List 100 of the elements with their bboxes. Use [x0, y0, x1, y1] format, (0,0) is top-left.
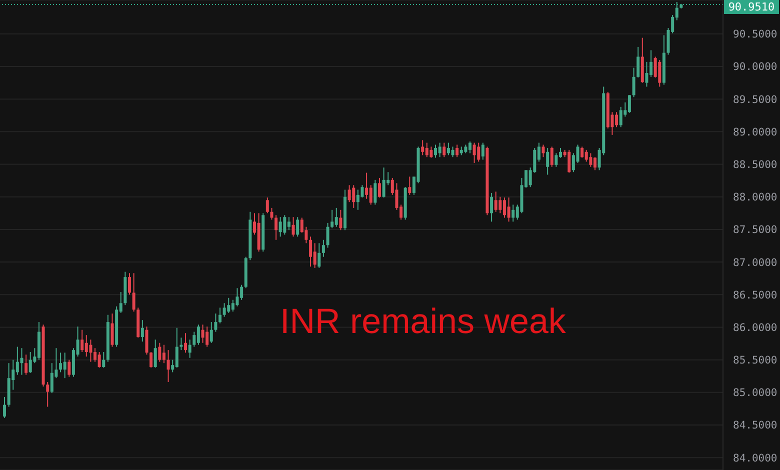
candlestick — [102, 352, 106, 368]
candlestick — [227, 297, 230, 314]
candlestick — [222, 302, 226, 318]
candlestick — [309, 236, 312, 268]
candlestick — [292, 216, 295, 238]
candlestick — [619, 106, 622, 128]
candlestick — [507, 197, 510, 222]
y-tick-label: 88.5000 — [733, 159, 778, 171]
y-tick-label: 89.0000 — [733, 126, 778, 138]
candlestick — [98, 352, 101, 368]
candlestick — [580, 146, 584, 158]
candlestick — [365, 172, 368, 200]
y-tick-label: 87.0000 — [733, 256, 778, 269]
y-tick-label: 90.0000 — [733, 61, 778, 74]
candlestick — [356, 189, 360, 210]
candlestick — [188, 339, 192, 358]
candlestick — [628, 94, 631, 114]
candlestick — [645, 61, 648, 88]
candlestick — [63, 352, 66, 379]
candlestick — [46, 381, 50, 408]
candlestick — [218, 307, 222, 324]
candlestick — [438, 142, 442, 158]
candlestick — [68, 359, 71, 378]
candlestick — [408, 176, 412, 196]
candlestick — [477, 142, 480, 162]
candlestick — [348, 184, 351, 203]
candlestick — [481, 142, 484, 160]
annotation: INR remains weak — [280, 301, 566, 343]
candlestick — [494, 191, 498, 212]
candlestick — [231, 299, 234, 312]
candlestick — [589, 152, 592, 168]
candlestick — [196, 324, 200, 346]
candlestick — [382, 167, 386, 198]
candlestick — [378, 177, 381, 198]
candlestick — [421, 140, 424, 156]
candlestick — [584, 149, 588, 162]
candlestick — [274, 214, 278, 240]
candlestick — [278, 216, 282, 238]
candlestick — [214, 313, 218, 332]
candlestick — [636, 46, 640, 78]
ref-line-label: 90.9510 — [728, 0, 775, 14]
candlestick — [132, 272, 136, 312]
candlestick — [184, 332, 188, 354]
candlestick — [318, 242, 321, 268]
candlestick — [339, 209, 342, 231]
candlestick — [434, 144, 438, 158]
candlestick — [512, 204, 515, 222]
y-tick-label: 84.5000 — [733, 420, 778, 432]
candlestick — [546, 147, 550, 176]
y-tick-label: 87.5000 — [733, 224, 778, 236]
candlestick — [80, 329, 84, 353]
candlestick — [28, 352, 32, 374]
candlestick — [154, 339, 157, 368]
candlestick — [140, 320, 144, 342]
candlestick — [266, 197, 269, 214]
candlestick — [472, 142, 476, 164]
candlestick — [593, 156, 596, 171]
candlestick — [296, 216, 300, 238]
candlestick — [180, 337, 183, 351]
candlestick — [456, 144, 459, 158]
candlestick — [162, 344, 166, 364]
candlestick — [175, 327, 178, 368]
candlestick — [568, 149, 571, 174]
candlestick — [374, 179, 377, 206]
candlestick — [550, 146, 554, 168]
candlestick — [84, 334, 88, 358]
candlestick — [442, 142, 446, 158]
y-tick-label: 88.0000 — [733, 192, 778, 204]
candlestick — [322, 239, 325, 258]
y-tick-label: 89.5000 — [733, 94, 778, 106]
candlestick — [430, 146, 433, 158]
candlestick — [20, 348, 24, 376]
candlestick — [145, 326, 148, 356]
candlestick — [89, 339, 92, 362]
candlestick — [128, 272, 131, 296]
candlestick — [166, 350, 170, 382]
candlestick — [360, 184, 364, 198]
candlestick — [59, 352, 62, 373]
candlestick — [425, 142, 428, 158]
candlestick — [658, 59, 662, 88]
candlestick — [158, 342, 162, 362]
candlestick — [283, 214, 286, 236]
candlestick — [330, 209, 334, 229]
candlestick — [3, 396, 6, 418]
candlestick — [554, 152, 558, 168]
candlestick — [490, 192, 494, 222]
candlestick — [206, 326, 209, 348]
candlestick — [334, 207, 338, 228]
candlestick — [24, 354, 28, 376]
candlestick — [270, 207, 274, 220]
candlestick — [210, 322, 213, 344]
candlestick — [498, 196, 502, 214]
candlestick — [369, 184, 372, 206]
candlestick — [326, 222, 330, 248]
candlestick — [468, 140, 472, 154]
candlestick — [287, 216, 290, 231]
y-tick-label: 86.5000 — [733, 289, 778, 302]
y-tick-label: 85.5000 — [733, 354, 778, 367]
candlestick — [451, 146, 454, 158]
candlestick — [352, 184, 356, 208]
